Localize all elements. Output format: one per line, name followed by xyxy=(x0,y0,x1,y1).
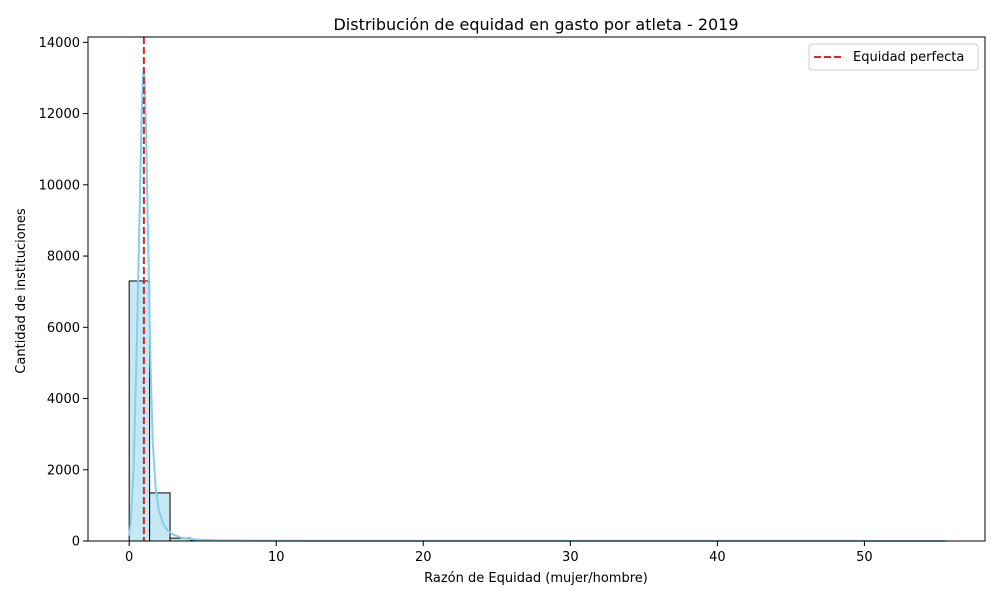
y-tick-label: 4000 xyxy=(47,392,80,407)
y-axis-ticks: 0 2000 4000 6000 8000 10000 12000 14000 xyxy=(39,36,88,550)
x-tick-label: 30 xyxy=(562,550,579,565)
y-tick-label: 6000 xyxy=(47,321,80,336)
y-tick-label: 12000 xyxy=(39,107,80,122)
y-tick-label: 10000 xyxy=(39,178,80,193)
y-tick-label: 2000 xyxy=(47,463,80,478)
kde-curve xyxy=(128,68,946,542)
y-tick-label: 8000 xyxy=(47,250,80,265)
x-axis-ticks: 0 10 20 30 40 50 xyxy=(125,541,873,565)
x-tick-label: 50 xyxy=(856,550,873,565)
plot-frame xyxy=(87,36,986,542)
plot-area xyxy=(87,36,986,542)
legend: Equidad perfecta xyxy=(808,43,979,71)
legend-box xyxy=(808,43,979,71)
y-axis-label: Cantidad de instituciones xyxy=(14,208,29,374)
x-tick-label: 20 xyxy=(415,550,432,565)
histogram-bars xyxy=(128,280,948,542)
x-tick-label: 40 xyxy=(709,550,726,565)
y-tick-label: 0 xyxy=(72,535,80,550)
y-tick-label: 14000 xyxy=(39,36,80,51)
chart-title: Distribución de equidad en gasto por atl… xyxy=(333,15,738,34)
x-tick-label: 10 xyxy=(268,550,285,565)
histogram-bar xyxy=(149,492,171,542)
x-axis-label: Razón de Equidad (mujer/hombre) xyxy=(424,571,648,586)
legend-label-perfect-equity: Equidad perfecta xyxy=(853,50,964,65)
x-tick-label: 0 xyxy=(125,550,133,565)
